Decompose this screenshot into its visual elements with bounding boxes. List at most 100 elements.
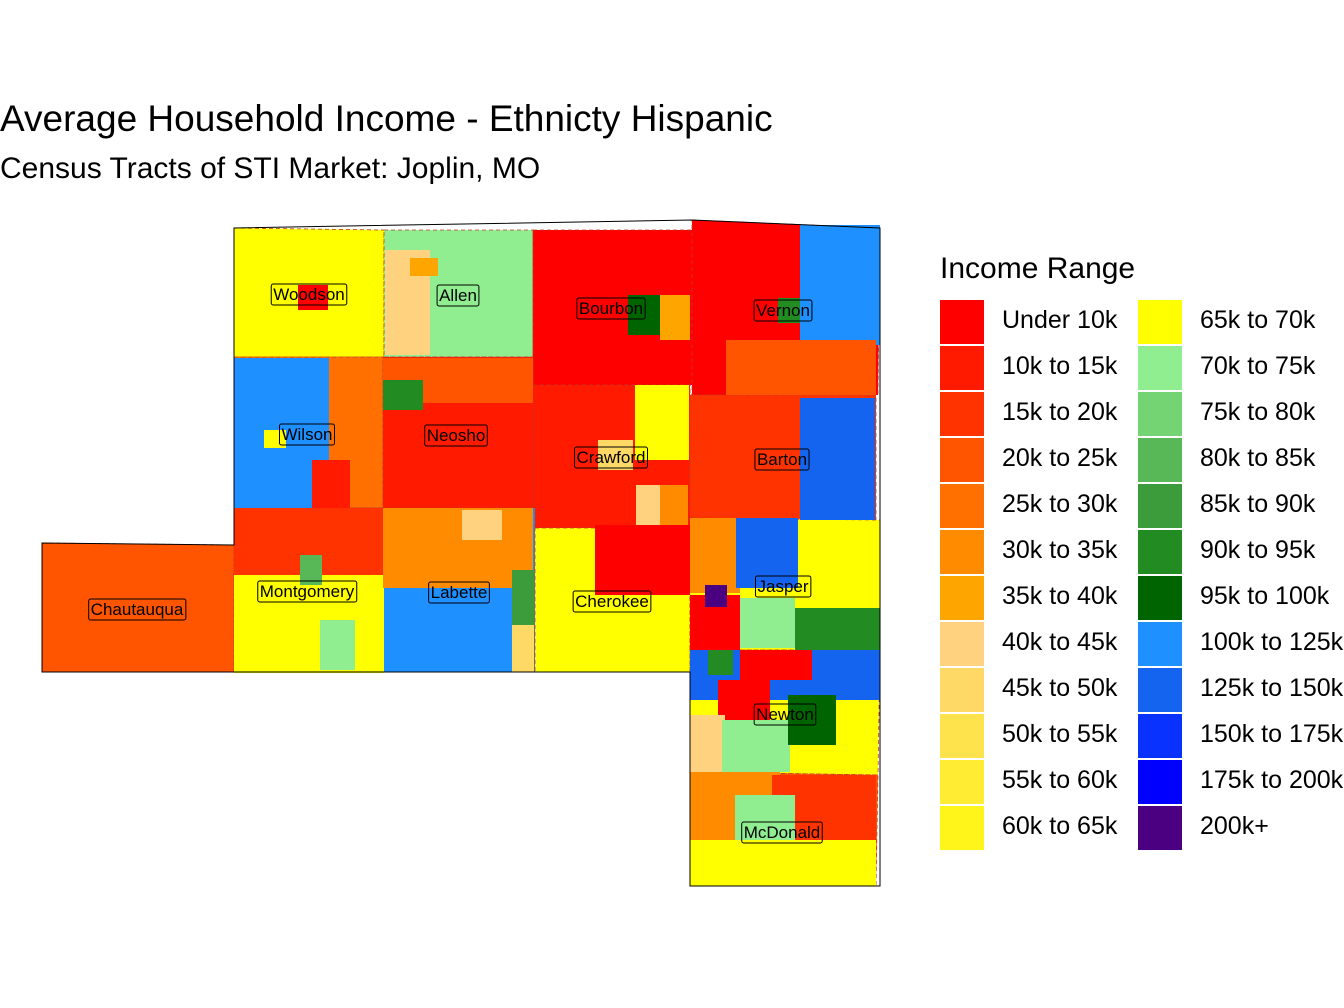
legend-label: 40k to 45k <box>1002 628 1118 656</box>
legend-item: 175k to 200k <box>1138 760 1344 804</box>
county-label-newton: Newton <box>753 703 817 726</box>
county-name: Chautauqua <box>91 600 184 619</box>
tract <box>690 715 725 772</box>
county-label-box <box>572 590 652 613</box>
legend-item: 70k to 75k <box>1138 346 1344 390</box>
legend-label: 65k to 70k <box>1200 306 1316 334</box>
tract <box>300 555 322 585</box>
county-label-cherokee: Cherokee <box>572 590 652 613</box>
legend-label: 100k to 125k <box>1200 628 1344 656</box>
legend-item: 75k to 80k <box>1138 392 1344 436</box>
tract <box>512 625 534 672</box>
tract <box>800 398 875 520</box>
tract <box>234 575 384 673</box>
market-outline <box>41 219 881 887</box>
legend-label: 175k to 200k <box>1200 766 1344 794</box>
tract <box>512 570 534 625</box>
county-name: McDonald <box>744 823 821 842</box>
legend-swatch <box>940 392 984 436</box>
legend-label: 25k to 30k <box>1002 490 1118 518</box>
legend-label: 70k to 75k <box>1200 352 1316 380</box>
legend-item: 25k to 30k <box>940 484 1160 528</box>
county-name: Newton <box>756 705 814 724</box>
legend-label: 30k to 35k <box>1002 536 1118 564</box>
legend-swatch <box>1138 714 1182 758</box>
legend-item: 35k to 40k <box>940 576 1160 620</box>
county-name: Woodson <box>273 285 345 304</box>
legend-item: Under 10k <box>940 300 1160 344</box>
legend-swatch <box>1138 484 1182 528</box>
county-label-box <box>424 424 488 447</box>
legend-label: 125k to 150k <box>1200 674 1344 702</box>
legend-item: 90k to 95k <box>1138 530 1344 574</box>
county-name: Vernon <box>756 301 810 320</box>
legend-item: 50k to 55k <box>940 714 1160 758</box>
legend-item: 15k to 20k <box>940 392 1160 436</box>
legend-swatch <box>940 760 984 804</box>
county-name: Crawford <box>577 448 646 467</box>
tract <box>726 340 876 395</box>
tract <box>718 680 770 720</box>
county-name: Jasper <box>757 577 808 596</box>
legend-title: Income Range <box>940 252 1136 285</box>
legend-swatch <box>940 300 984 344</box>
legend-item: 125k to 150k <box>1138 668 1344 712</box>
tract <box>298 285 328 310</box>
legend-item: 10k to 15k <box>940 346 1160 390</box>
tract-shapes <box>234 225 880 886</box>
tract <box>660 295 690 340</box>
tract <box>705 585 727 607</box>
county-label-box <box>428 581 490 604</box>
legend-swatch <box>940 806 984 850</box>
legend-item: 60k to 65k <box>940 806 1160 850</box>
legend-item: 150k to 175k <box>1138 714 1344 758</box>
county-label-box <box>270 283 348 306</box>
legend-label: 95k to 100k <box>1200 582 1330 610</box>
tract <box>788 695 836 745</box>
legend-item: 45k to 50k <box>940 668 1160 712</box>
county-label-bourbon: Bourbon <box>576 297 646 320</box>
legend-label: 55k to 60k <box>1002 766 1118 794</box>
tract <box>690 840 876 886</box>
legend-label: 35k to 40k <box>1002 582 1118 610</box>
legend-label: Under 10k <box>1002 306 1118 334</box>
legend-label: 45k to 50k <box>1002 674 1118 702</box>
tract <box>800 225 880 345</box>
county-name: Montgomery <box>260 582 355 601</box>
county-label-barton: Barton <box>754 448 810 471</box>
legend-label: 20k to 25k <box>1002 444 1118 472</box>
county-bourbon-shape <box>532 229 693 386</box>
legend-swatch <box>940 438 984 482</box>
county-label-mcdonald: McDonald <box>741 821 823 844</box>
legend-item: 95k to 100k <box>1138 576 1344 620</box>
legend-label: 200k+ <box>1200 812 1269 840</box>
legend-item: 20k to 25k <box>940 438 1160 482</box>
tract <box>628 295 660 335</box>
county-label-montgomery: Montgomery <box>257 580 358 603</box>
legend-item: 40k to 45k <box>940 622 1160 666</box>
legend-swatch <box>940 668 984 712</box>
legend-swatch <box>940 530 984 574</box>
legend-label: 150k to 175k <box>1200 720 1344 748</box>
tract <box>595 525 690 595</box>
choropleth-map: Woodson Allen Bourbon Vernon Wilson Neosho Cra… <box>41 219 881 887</box>
legend-swatch <box>1138 622 1182 666</box>
tract <box>740 598 795 648</box>
tract <box>383 380 423 410</box>
legend-swatch <box>940 576 984 620</box>
legend-item: 65k to 70k <box>1138 300 1344 344</box>
legend-label: 75k to 80k <box>1200 398 1316 426</box>
legend-swatch <box>940 484 984 528</box>
legend-label: 15k to 20k <box>1002 398 1118 426</box>
tract <box>660 485 688 525</box>
tract <box>690 518 740 593</box>
legend-swatch <box>1138 668 1182 712</box>
county-name: Bourbon <box>579 299 643 318</box>
county-name: Barton <box>757 450 807 469</box>
county-label-box <box>576 297 646 320</box>
county-label-box <box>88 598 187 621</box>
tract <box>598 440 633 470</box>
county-label-box <box>278 423 336 446</box>
tract <box>636 485 661 525</box>
county-label-jasper: Jasper <box>754 575 812 598</box>
